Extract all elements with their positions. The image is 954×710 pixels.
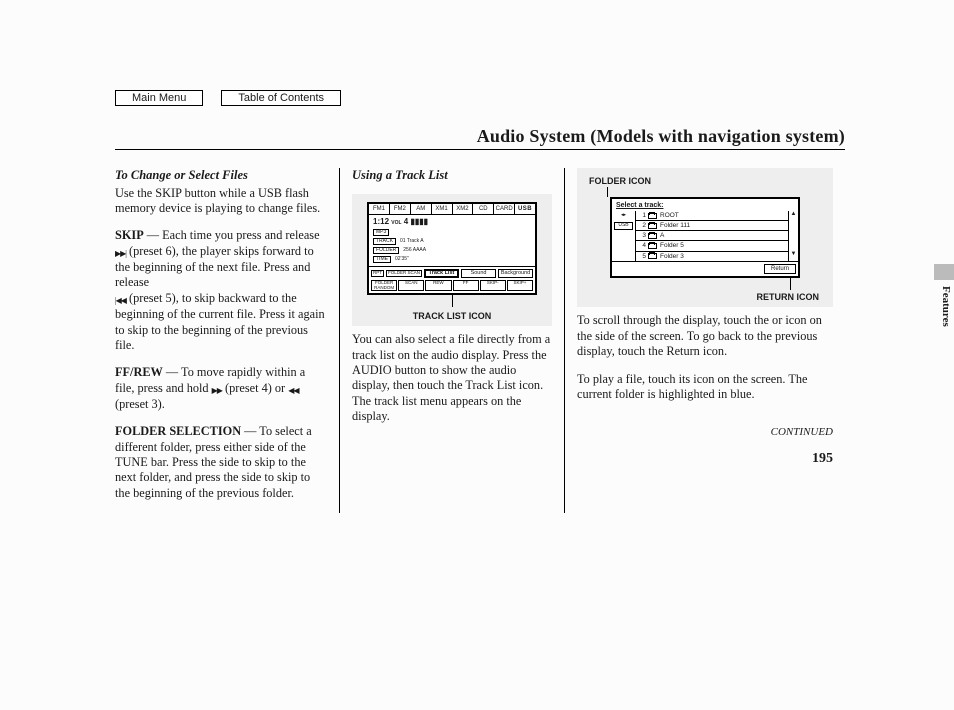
list-item: 1ROOT — [636, 211, 788, 221]
folder-icon — [648, 223, 657, 229]
manual-page: Main Menu Table of Contents Audio System… — [115, 90, 845, 513]
scan-indicator: FOLDER SCAN — [386, 270, 422, 277]
src-cd: CD — [473, 204, 494, 214]
illustration-audio-display: FM1 FM2 AM XM1 XM2 CD CARD USB 1:12 VOL — [352, 194, 552, 327]
column-2: Using a Track List FM1 FM2 AM XM1 XM2 CD… — [340, 168, 565, 513]
scroll-bar: ▲ ▼ — [788, 211, 798, 261]
para-intro: Use the SKIP button while a USB flash me… — [115, 186, 327, 217]
para-scroll: To scroll through the display, touch the… — [577, 313, 833, 359]
src-fm1: FM1 — [369, 204, 390, 214]
label-folder-selection: FOLDER SELECTION — [115, 424, 241, 438]
top-nav: Main Menu Table of Contents — [115, 90, 845, 106]
folder-icon — [648, 253, 657, 259]
return-button: Return — [764, 264, 796, 275]
skip-back-icon — [115, 292, 126, 307]
side-tab — [934, 264, 954, 280]
para-tracklist: You can also select a file directly from… — [352, 332, 552, 424]
tab-sound: Sound — [461, 269, 496, 279]
folder-icon — [648, 213, 657, 219]
column-1: To Change or Select Files Use the SKIP b… — [115, 168, 340, 513]
tab-background: Background — [498, 269, 533, 279]
folder-list: 1ROOT 2Folder 111 3A 4Folder 5 5Folder 3 — [636, 211, 788, 261]
page-number: 195 — [577, 450, 833, 468]
usb-button: USB — [614, 222, 633, 230]
para-play: To play a file, touch its icon on the sc… — [577, 372, 833, 403]
list-item: 2Folder 111 — [636, 221, 788, 231]
page-title: Audio System (Models with navigation sys… — [115, 126, 845, 150]
src-card: CARD — [494, 204, 515, 214]
tab-tracklist: Track List — [424, 269, 459, 279]
para-ffrew: FF/REW — To move rapidly within a file, … — [115, 365, 327, 412]
source-row: FM1 FM2 AM XM1 XM2 CD CARD USB — [369, 204, 535, 215]
time-vol: 1:12 VOL 4 ▮▮▮▮ — [373, 218, 531, 226]
side-section-label: Features — [940, 286, 952, 327]
select-track-head: Select a track: — [612, 199, 798, 211]
info-folder: FOLDER256 AAAA — [373, 246, 531, 254]
src-fm2: FM2 — [390, 204, 411, 214]
info-time: TIME02'35" — [373, 255, 531, 263]
scroll-up-icon: ▲ — [789, 211, 798, 221]
side-panel: ◂▸USB — [612, 211, 636, 261]
toc-button[interactable]: Table of Contents — [221, 90, 341, 106]
skip-forward-icon — [115, 245, 126, 260]
main-menu-button[interactable]: Main Menu — [115, 90, 203, 106]
illustration-folder-list: FOLDER ICON Select a track: ◂▸USB 1ROOT … — [577, 168, 833, 307]
tab-row: RPT FOLDER SCAN Track List Sound Backgro… — [369, 266, 535, 280]
list-item: 4Folder 5 — [636, 241, 788, 251]
rew-icon — [288, 382, 298, 397]
caption-tracklist-icon: TRACK LIST ICON — [360, 311, 544, 322]
list-item: 3A — [636, 231, 788, 241]
ff-icon — [212, 382, 222, 397]
info-mp3: MP3 — [373, 228, 531, 236]
subhead-tracklist: Using a Track List — [352, 168, 552, 184]
label-skip: SKIP — [115, 228, 144, 242]
list-item: 5Folder 3 — [636, 252, 788, 261]
para-folder: FOLDER SELECTION — To select a different… — [115, 424, 327, 501]
caption-folder-icon: FOLDER ICON — [589, 176, 825, 187]
rpt-indicator: RPT — [371, 270, 384, 277]
folder-icon — [648, 233, 657, 239]
src-am: AM — [411, 204, 432, 214]
info-track: TRACK01 Track A — [373, 237, 531, 245]
preset-row: FOLDER RANDOM SCAN REW FF SKIP- SKIP+ — [369, 279, 535, 293]
scroll-down-icon: ▼ — [789, 251, 798, 261]
src-xm1: XM1 — [432, 204, 453, 214]
caption-return-icon: RETURN ICON — [585, 292, 819, 303]
src-usb: USB — [515, 204, 535, 214]
label-ffrew: FF/REW — [115, 365, 163, 379]
src-xm2: XM2 — [453, 204, 474, 214]
subhead-change-files: To Change or Select Files — [115, 168, 327, 184]
para-skip: SKIP — Each time you press and release (… — [115, 228, 327, 353]
folder-icon — [648, 243, 657, 249]
continued-label: CONTINUED — [577, 426, 833, 440]
column-3: FOLDER ICON Select a track: ◂▸USB 1ROOT … — [565, 168, 833, 513]
